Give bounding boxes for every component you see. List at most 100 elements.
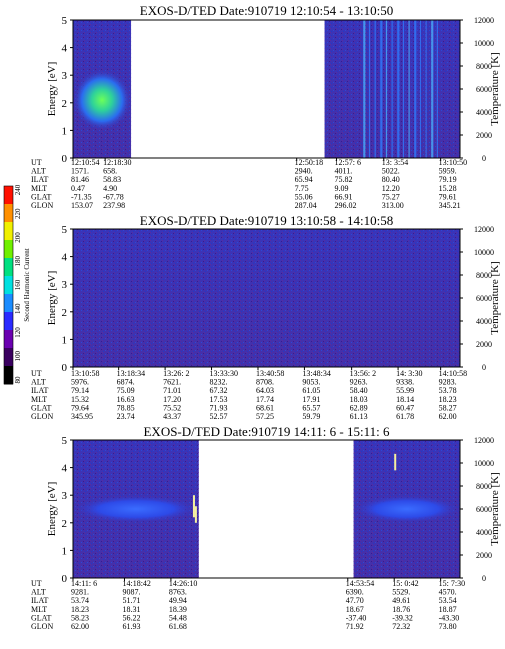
colorbar-swatch <box>4 312 13 331</box>
orbit-value: 18.31 <box>122 605 140 614</box>
y2-tick-label: 4000 <box>476 108 492 117</box>
y2-tick-label: 10000 <box>474 248 494 257</box>
orbit-value: 66.91 <box>335 192 353 201</box>
streak-mark <box>402 20 405 158</box>
orbit-value: 62.89 <box>350 403 368 412</box>
colorbar-swatch <box>4 276 13 295</box>
y-tick-label: 0 <box>62 153 68 165</box>
orbit-row-label: GLON <box>31 622 53 631</box>
orbit-value: 60.47 <box>396 403 414 412</box>
y-tick-label: 4 <box>62 252 68 264</box>
orbit-value: 53.78 <box>439 386 457 395</box>
colorbar-tick-label: 180 <box>14 256 22 267</box>
panel-1: EXOS-D/TED Date:910719 12:10:54 - 13:10:… <box>31 3 501 210</box>
orbit-value: 1571. <box>71 167 89 176</box>
orbit-value: 52.57 <box>210 412 228 421</box>
orbit-value: 13: 3:54 <box>382 158 408 167</box>
orbit-value: 53.74 <box>71 596 89 605</box>
orbit-value: 9.09 <box>335 184 349 193</box>
orbit-value: 61.13 <box>350 412 368 421</box>
orbit-row-label: GLON <box>31 201 53 210</box>
orbit-value: 75.82 <box>335 175 353 184</box>
orbit-value: 12:10:54 <box>71 158 99 167</box>
colorbar-swatch <box>4 348 13 367</box>
orbit-value: 17.20 <box>163 395 181 404</box>
orbit-value: 75.52 <box>163 403 181 412</box>
orbit-value: 9338. <box>396 378 414 387</box>
y-tick-label: 1 <box>62 545 68 557</box>
orbit-value: 18.39 <box>169 605 187 614</box>
y-tick-label: 2 <box>62 518 68 530</box>
orbit-value: -39.32 <box>392 613 413 622</box>
noise-texture <box>73 229 460 367</box>
orbit-value: 55.99 <box>396 386 414 395</box>
orbit-value: 13:33:30 <box>210 369 238 378</box>
streak-mark <box>408 20 410 158</box>
orbit-value: 53.54 <box>439 596 457 605</box>
panels: EXOS-D/TED Date:910719 12:10:54 - 13:10:… <box>31 3 501 631</box>
colorbar-label: Second Harmonic Current <box>23 248 31 322</box>
orbit-row-label: GLAT <box>31 613 52 622</box>
orbit-value: 65.94 <box>295 175 313 184</box>
orbit-value: 14:53:54 <box>346 579 374 588</box>
y2-tick-label: 0 <box>482 154 486 163</box>
orbit-value: 13:40:58 <box>256 369 284 378</box>
orbit-value: 6874. <box>117 378 135 387</box>
orbit-value: 67.32 <box>210 386 228 395</box>
y-tick-label: 1 <box>62 334 68 346</box>
y-tick-label: 4 <box>62 463 68 475</box>
orbit-value: 75.09 <box>117 386 135 395</box>
orbit-value: 62.00 <box>439 412 457 421</box>
orbit-value: 47.70 <box>346 596 364 605</box>
y-tick-label: 2 <box>62 98 68 110</box>
colorbar-tick-label: 100 <box>14 351 22 362</box>
colorbar-tick-label: 240 <box>14 184 22 195</box>
orbit-value: 16.63 <box>117 395 135 404</box>
orbit-value: 8763. <box>169 588 187 597</box>
orbit-value: 43.37 <box>163 412 181 421</box>
orbit-value: 8708. <box>256 378 274 387</box>
y-tick-label: 4 <box>62 43 68 55</box>
orbit-value: 62.00 <box>71 622 89 631</box>
orbit-value: 51.71 <box>122 596 140 605</box>
orbit-value: 9281. <box>71 588 89 597</box>
orbit-value: 9087. <box>122 588 140 597</box>
y2-tick-label: 12000 <box>474 436 494 445</box>
orbit-value: 9053. <box>302 378 320 387</box>
colorbar-swatch <box>4 330 13 349</box>
y-tick-label: 5 <box>62 15 68 27</box>
colorbar-tick-label: 140 <box>14 303 22 314</box>
orbit-value: 79.61 <box>439 192 457 201</box>
orbit-value: 65.57 <box>302 403 320 412</box>
orbit-value: 7.75 <box>295 184 309 193</box>
y-tick-label: 2 <box>62 307 68 319</box>
orbit-value: 58.23 <box>71 613 89 622</box>
enhancement-mark <box>73 495 199 523</box>
orbit-row-label: ILAT <box>31 175 48 184</box>
orbit-value: 7621. <box>163 378 181 387</box>
orbit-value: 296.02 <box>335 201 357 210</box>
streak-mark <box>414 20 417 158</box>
orbit-value: 658. <box>103 167 117 176</box>
colorbar-frame <box>3 185 14 385</box>
orbit-row-label: ALT <box>31 588 46 597</box>
y-tick-label: 0 <box>62 362 68 374</box>
y-tick-label: 1 <box>62 125 68 137</box>
panel-3: EXOS-D/TED Date:910719 14:11: 6 - 15:11:… <box>31 424 501 631</box>
y2-axis-label: Temperature [K] <box>489 261 501 334</box>
enhancement-mark <box>353 495 460 523</box>
orbit-value: 15.32 <box>71 395 89 404</box>
orbit-value: 18.03 <box>350 395 368 404</box>
enhancement-mark <box>73 69 132 131</box>
colorbar-swatch <box>4 222 13 241</box>
orbit-value: 14:11: 6 <box>71 579 97 588</box>
colorbar: 80 100 120 140 160 180 200 220 240 Second Harmoni… <box>3 184 31 385</box>
orbit-value: 18.23 <box>71 605 89 614</box>
orbit-value: 18.76 <box>392 605 410 614</box>
orbit-value: 18.87 <box>439 605 457 614</box>
orbit-value: 73.80 <box>439 622 457 631</box>
orbit-value: 54.48 <box>169 613 187 622</box>
y2-axis-label: Temperature [K] <box>489 472 501 545</box>
orbit-value: 153.07 <box>71 201 93 210</box>
